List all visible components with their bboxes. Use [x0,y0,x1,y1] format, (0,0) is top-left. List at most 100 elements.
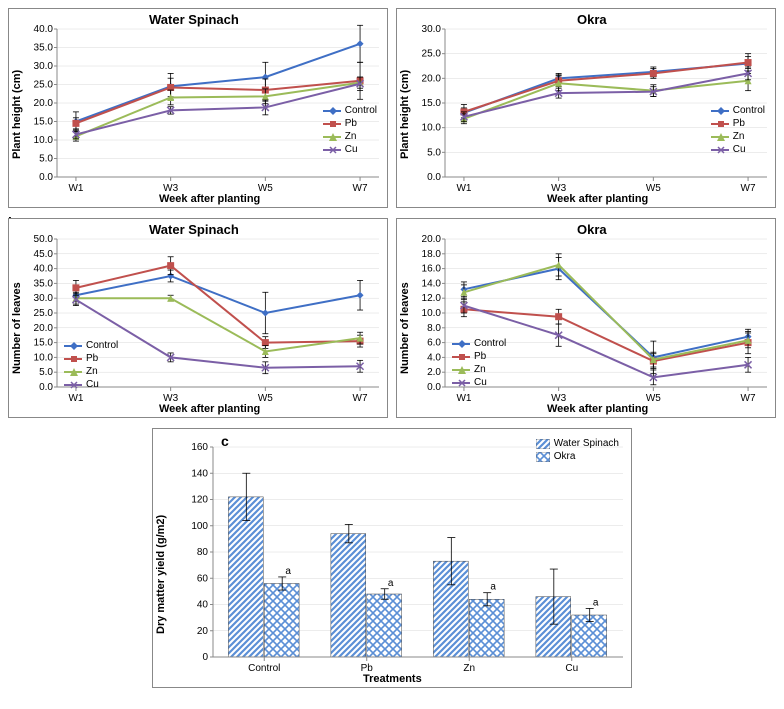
chart-svg-c: 020406080100120140160ControlaPbaZnaCua [153,429,633,689]
svg-text:140: 140 [191,468,208,479]
svg-text:8.0: 8.0 [427,323,441,334]
legend-text: Okra [554,451,576,462]
svg-text:25.0: 25.0 [422,49,442,60]
legend-item: Pb [711,117,765,130]
legend-text: Zn [474,364,486,375]
svg-text:120: 120 [191,495,208,506]
xlabel-b-ws: Week after planting [159,403,260,415]
svg-text:Zn: Zn [463,663,475,674]
panel-b-row: b Water Spinach Number of leaves Week af… [8,218,776,418]
legend-text: Water Spinach [554,438,619,449]
legend-item: Control [323,104,377,117]
legend-text: Zn [86,366,98,377]
svg-text:W1: W1 [456,393,471,404]
legend-item: Cu [64,378,118,391]
legend-item: Zn [323,130,377,143]
svg-text:5.0: 5.0 [427,147,441,158]
svg-text:0.0: 0.0 [427,382,441,393]
panel-c-label: c [221,433,229,449]
legend-item: Zn [711,130,765,143]
chart-title-b-ws: Water Spinach [149,222,239,237]
svg-text:Control: Control [248,663,280,674]
svg-text:20.0: 20.0 [34,323,54,334]
xlabel-c: Treatments [363,673,422,685]
svg-text:60: 60 [197,573,209,584]
svg-text:20: 20 [197,626,209,637]
svg-text:15.0: 15.0 [422,98,442,109]
svg-text:10.0: 10.0 [422,123,442,134]
svg-text:35.0: 35.0 [34,278,54,289]
legend-text: Cu [733,144,746,155]
svg-text:2.0: 2.0 [427,367,441,378]
legend-text: Cu [86,379,99,390]
svg-text:5.0: 5.0 [39,154,53,165]
legend-c: Water Spinach Okra [536,437,619,463]
svg-text:30.0: 30.0 [34,61,54,72]
svg-text:40.0: 40.0 [34,24,54,35]
svg-text:W7: W7 [353,393,368,404]
xlabel-b-okra: Week after planting [547,403,648,415]
svg-text:a: a [388,578,394,589]
svg-text:20.0: 20.0 [422,234,442,245]
legend-text: Pb [474,351,486,362]
panel-a-water-spinach: Water Spinach Plant height (cm) Week aft… [8,8,388,208]
legend-b-ws: ControlPbZnCu [64,339,118,391]
svg-text:W1: W1 [68,183,83,194]
svg-text:14.0: 14.0 [422,278,442,289]
ylabel-a-okra: Plant height (cm) [399,70,411,159]
legend-item: Cu [711,143,765,156]
panel-b-water-spinach: Water Spinach Number of leaves Week afte… [8,218,388,418]
ylabel-b-okra: Number of leaves [399,282,411,374]
svg-text:16.0: 16.0 [422,264,442,275]
legend-item: Pb [64,352,118,365]
svg-text:40.0: 40.0 [34,264,54,275]
svg-text:20.0: 20.0 [34,98,54,109]
legend-text: Zn [733,131,745,142]
legend-b-okra: ControlPb Zn Cu [452,337,506,389]
svg-text:a: a [285,566,291,577]
svg-text:15.0: 15.0 [34,338,54,349]
svg-text:5.0: 5.0 [39,367,53,378]
chart-title-a-okra: Okra [577,12,607,27]
legend-item: Control [452,337,506,350]
svg-text:100: 100 [191,521,208,532]
chart-title-b-okra: Okra [577,222,607,237]
legend-item: Okra [536,450,619,463]
xlabel-a-ws: Week after planting [159,193,260,205]
svg-text:a: a [593,597,599,608]
svg-text:30.0: 30.0 [34,293,54,304]
svg-text:W1: W1 [68,393,83,404]
legend-a-okra: Control Pb Zn Cu [711,104,765,156]
panel-c: c Dry matter yield (g/m2) Treatments 020… [152,428,632,688]
panel-c-row: c Dry matter yield (g/m2) Treatments 020… [8,428,776,688]
svg-text:W1: W1 [456,183,471,194]
legend-text: Control [733,105,765,116]
legend-text: Pb [86,353,98,364]
svg-text:W7: W7 [353,183,368,194]
svg-text:45.0: 45.0 [34,249,54,260]
svg-text:6.0: 6.0 [427,338,441,349]
svg-text:12.0: 12.0 [422,293,442,304]
svg-text:10.0: 10.0 [34,352,54,363]
legend-text: Cu [345,144,358,155]
svg-text:160: 160 [191,442,208,453]
legend-item: Zn [64,365,118,378]
svg-text:0.0: 0.0 [39,172,53,183]
svg-text:Cu: Cu [565,663,578,674]
legend-text: Control [345,105,377,116]
legend-text: Cu [474,377,487,388]
legend-item: Pb [452,350,506,363]
svg-text:30.0: 30.0 [422,24,442,35]
chart-svg-b-okra: 0.02.04.06.08.010.012.014.016.018.020.0W… [397,219,777,419]
svg-text:40: 40 [197,600,209,611]
ylabel-a-ws: Plant height (cm) [11,70,23,159]
svg-text:W7: W7 [741,183,756,194]
legend-text: Pb [733,118,745,129]
ylabel-c: Dry matter yield (g/m2) [155,515,167,634]
svg-text:0.0: 0.0 [39,382,53,393]
legend-item: Cu [452,376,506,389]
legend-item: Zn [452,363,506,376]
svg-text:18.0: 18.0 [422,249,442,260]
legend-item: Water Spinach [536,437,619,450]
svg-text:25.0: 25.0 [34,80,54,91]
